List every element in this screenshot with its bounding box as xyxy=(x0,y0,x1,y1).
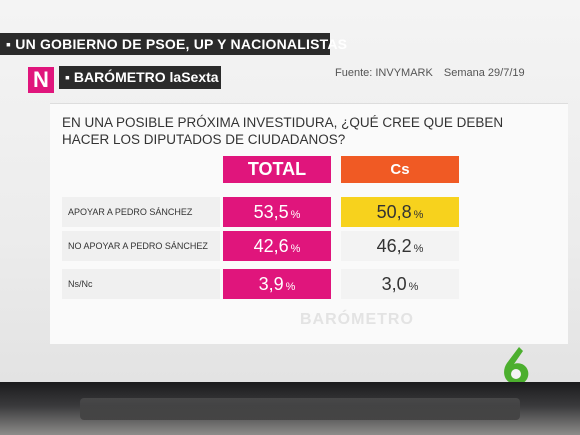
tv-stand xyxy=(80,398,520,420)
banner-title: ▪ UN GOBIERNO DE PSOE, UP Y NACIONALISTA… xyxy=(6,36,348,52)
column-header-total: TOTAL xyxy=(223,156,331,183)
unit: % xyxy=(285,281,296,293)
source-line: Fuente: INVYMARK Semana 29/7/19 xyxy=(335,67,533,79)
tv-screen: ▪ UN GOBIERNO DE PSOE, UP Y NACIONALISTA… xyxy=(0,0,580,395)
value: 50,8 xyxy=(376,202,412,222)
cs-value-cell: 46,2% xyxy=(341,231,459,261)
value: 53,5 xyxy=(253,202,289,222)
survey-panel: EN UNA POSIBLE PRÓXIMA INVESTIDURA, ¿QUÉ… xyxy=(50,103,568,344)
value: 3,0 xyxy=(381,274,407,294)
watermark: BARÓMETRO xyxy=(300,311,414,328)
total-value-cell: 53,5% xyxy=(223,197,331,227)
lasexta-6-logo-icon xyxy=(504,347,529,385)
source-text: Fuente: INVYMARK xyxy=(335,67,433,79)
week-text: Semana 29/7/19 xyxy=(443,67,525,79)
value: 46,2 xyxy=(376,236,412,256)
row-label: Ns/Nc xyxy=(62,269,220,299)
value: 42,6 xyxy=(253,236,289,256)
top-banner: ▪ UN GOBIERNO DE PSOE, UP Y NACIONALISTA… xyxy=(0,33,347,55)
cs-value-cell: 50,8% xyxy=(341,197,459,227)
question-title: EN UNA POSIBLE PRÓXIMA INVESTIDURA, ¿QUÉ… xyxy=(62,115,504,147)
unit: % xyxy=(413,209,424,221)
lasexta-n-logo-icon: N xyxy=(28,67,54,93)
total-value-cell: 42,6% xyxy=(223,231,331,261)
value: 3,9 xyxy=(258,274,284,294)
row-label: APOYAR A PEDRO SÁNCHEZ xyxy=(62,197,220,227)
unit: % xyxy=(413,243,424,255)
column-header-cs: Cs xyxy=(341,156,459,183)
unit: % xyxy=(408,281,419,293)
cs-value-cell: 3,0% xyxy=(341,269,459,299)
row-label: NO APOYAR A PEDRO SÁNCHEZ xyxy=(62,231,220,261)
program-label: ▪ BARÓMETRO laSexta xyxy=(59,66,221,89)
unit: % xyxy=(290,209,301,221)
total-value-cell: 3,9% xyxy=(223,269,331,299)
unit: % xyxy=(290,243,301,255)
